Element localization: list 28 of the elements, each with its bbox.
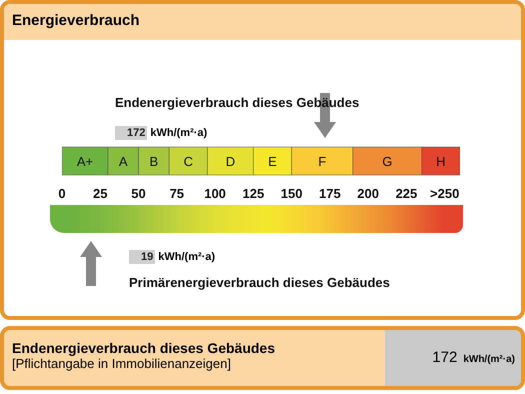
x-tick-label: >250 (430, 186, 460, 201)
text: 172 kWh/(m²·a) (126, 126, 208, 140)
text: 19 kWh/(m²·a) (140, 250, 216, 264)
x-tick-label: 25 (93, 186, 108, 201)
series-label: C (184, 154, 193, 169)
series-label: F (318, 154, 326, 169)
series-label: A+ (76, 154, 94, 169)
series-label: G (382, 154, 392, 169)
x-tick-label: 175 (319, 186, 341, 201)
x-tick-label: 200 (357, 186, 380, 201)
x-tick-label: 75 (170, 186, 184, 201)
text: 172 kWh/(m²·a) (432, 349, 515, 366)
series-label: H (436, 154, 446, 169)
text: [Pflichtangabe in Immobilienanzeigen] (12, 356, 232, 371)
x-tick-label: 225 (396, 186, 418, 201)
text: Primärenergieverbrauch dieses Gebäudes (129, 275, 390, 290)
x-tick-label: 150 (280, 186, 302, 201)
chart-title: Energieverbrauch (4, 4, 521, 40)
text: Endenergieverbrauch dieses Gebäudes (115, 95, 360, 110)
series-label: B (150, 154, 158, 169)
series-label: A (118, 154, 128, 169)
x-tick-label: 50 (131, 186, 146, 201)
series-label: E (268, 154, 278, 169)
series-label: D (226, 154, 236, 169)
text: Endenergieverbrauch dieses Gebäudes (12, 340, 275, 356)
x-tick-label: 125 (242, 186, 264, 201)
x-tick-label: 0 (58, 186, 66, 201)
x-tick-label: 100 (204, 186, 226, 201)
